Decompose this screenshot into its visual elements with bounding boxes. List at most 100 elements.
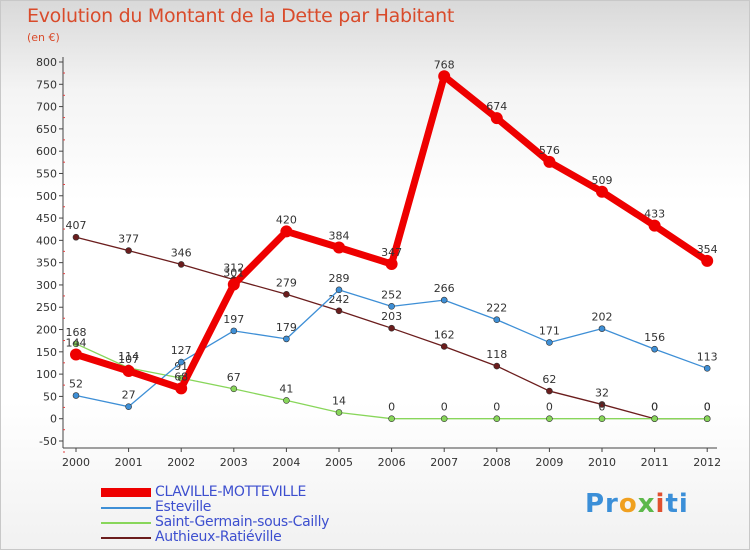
y-tick-label: -50 — [39, 435, 57, 448]
data-label: 67 — [227, 371, 241, 384]
x-tick-label: 2010 — [588, 456, 616, 469]
data-point — [440, 343, 448, 350]
data-label: 179 — [276, 321, 297, 334]
data-point — [438, 70, 451, 83]
data-point — [701, 254, 714, 267]
data-label: 266 — [434, 282, 455, 295]
x-tick-label: 2000 — [62, 456, 90, 469]
data-point — [283, 335, 290, 343]
data-label: 118 — [486, 348, 507, 361]
data-label: 62 — [542, 373, 556, 386]
data-point — [335, 286, 343, 294]
data-label: 0 — [704, 401, 711, 414]
x-tick-label: 2004 — [272, 456, 300, 469]
data-point — [493, 415, 501, 423]
data-label: 433 — [644, 208, 665, 221]
x-tick-label: 2011 — [641, 456, 669, 469]
data-point — [440, 415, 448, 423]
data-label: 114 — [118, 350, 139, 363]
y-tick-label: 550 — [36, 167, 57, 180]
legend-label: Saint-Germain-sous-Cailly — [155, 514, 330, 530]
data-point — [72, 233, 80, 241]
data-point — [546, 339, 553, 346]
data-label: 222 — [486, 302, 507, 315]
data-point — [125, 247, 132, 254]
data-point — [651, 345, 658, 353]
data-label: 576 — [539, 144, 560, 157]
y-tick-label: 100 — [36, 368, 57, 381]
y-tick-label: 800 — [36, 56, 57, 69]
data-label: 156 — [644, 331, 665, 344]
data-label: 197 — [223, 313, 244, 326]
data-label: 407 — [66, 219, 87, 232]
data-point — [388, 415, 395, 423]
data-label: 0 — [441, 401, 448, 414]
data-label: 0 — [388, 401, 395, 414]
data-label: 162 — [434, 328, 455, 341]
y-tick-label: 600 — [36, 145, 57, 158]
y-tick-label: 400 — [36, 234, 57, 247]
data-point — [283, 397, 290, 404]
data-point — [493, 316, 501, 324]
data-point — [703, 415, 711, 423]
data-point — [72, 392, 80, 399]
x-tick-label: 2001 — [115, 456, 143, 469]
data-point — [175, 382, 188, 395]
data-point — [283, 291, 290, 298]
chart-subtitle: (en €) — [27, 31, 60, 44]
data-label: 347 — [381, 246, 402, 259]
data-label: 420 — [276, 213, 297, 226]
data-label: 509 — [592, 174, 613, 187]
x-tick-label: 2006 — [378, 456, 406, 469]
x-tick-label: 2002 — [167, 456, 195, 469]
data-point — [230, 385, 238, 393]
data-label: 0 — [704, 401, 711, 414]
data-point — [177, 358, 185, 366]
data-point — [385, 257, 398, 270]
data-label: 107 — [118, 353, 139, 366]
data-label: 0 — [546, 401, 553, 414]
data-point — [598, 325, 606, 332]
series-authieux-rati-ville: 407 377 346 312 279 242 203 162 118 62 32 0 0 — [66, 219, 711, 423]
data-point — [280, 225, 293, 238]
data-label: 384 — [329, 229, 350, 242]
y-tick-label: 500 — [36, 190, 57, 203]
data-label: 203 — [381, 310, 402, 323]
data-label: 0 — [493, 401, 500, 414]
data-point — [177, 261, 185, 268]
data-label: 171 — [539, 324, 560, 337]
y-tick-label: 650 — [36, 123, 57, 136]
data-label: 0 — [651, 401, 658, 414]
data-point — [543, 155, 556, 168]
legend-label: Esteville — [155, 499, 212, 515]
data-label: 168 — [66, 326, 87, 339]
data-point — [388, 324, 395, 332]
data-label: 113 — [697, 350, 718, 363]
data-point — [648, 219, 661, 232]
y-tick-label: 300 — [36, 279, 57, 292]
data-label: 0 — [651, 401, 658, 414]
data-label: 768 — [434, 58, 455, 71]
data-point — [598, 415, 606, 423]
series-esteville: 52 27 127 197 179 289 252 266 222 171 202 156 113 — [69, 272, 718, 410]
data-label: 377 — [118, 233, 139, 246]
data-point — [227, 278, 240, 291]
y-tick-label: 50 — [43, 390, 57, 403]
legend-label: CLAVILLE-MOTTEVILLE — [155, 484, 307, 500]
y-tick-label: 700 — [36, 101, 57, 114]
y-tick-label: 250 — [36, 301, 57, 314]
data-label: 674 — [486, 100, 507, 113]
data-label: 144 — [66, 336, 87, 349]
y-tick-label: 150 — [36, 346, 57, 359]
legend-label: Authieux-Ratiéville — [155, 529, 282, 545]
data-point — [70, 348, 82, 361]
y-tick-label: 450 — [36, 212, 57, 225]
series-claville-motteville: 144 107 68 301 420 384 347 768 674 576 509 433 354 — [66, 58, 718, 395]
data-label: 252 — [381, 288, 402, 301]
data-label: 14 — [332, 394, 346, 407]
data-point — [388, 303, 395, 310]
data-label: 202 — [592, 311, 613, 324]
data-label: 346 — [171, 246, 192, 259]
